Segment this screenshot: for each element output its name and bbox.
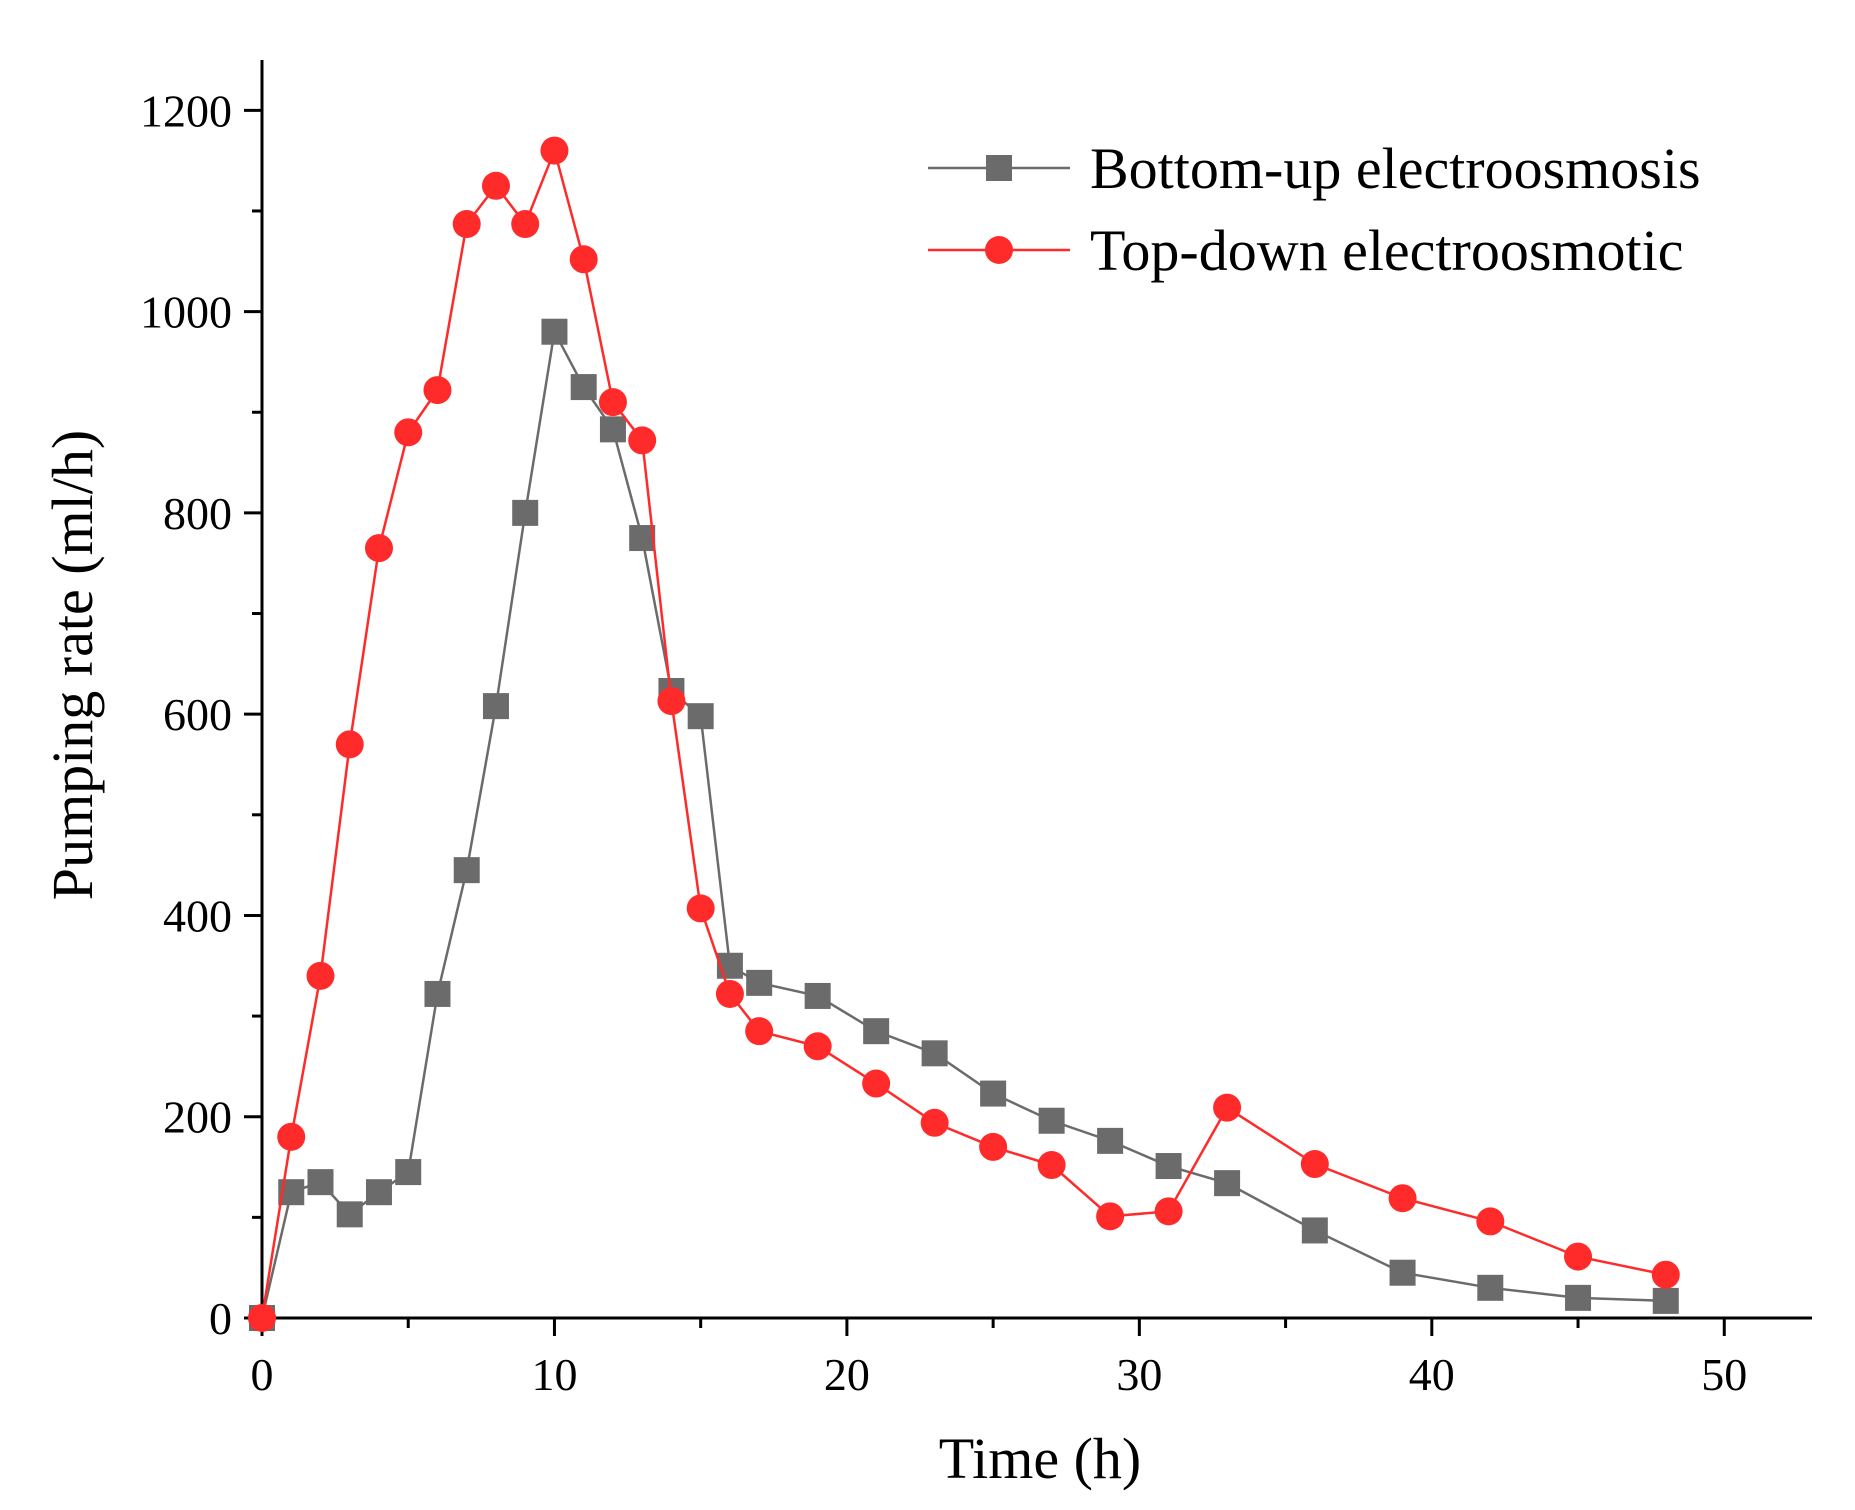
data-point-square	[424, 980, 451, 1007]
x-tick-label: 40	[1409, 1349, 1455, 1400]
data-point-circle	[1651, 1260, 1680, 1289]
data-point-circle	[248, 1304, 276, 1332]
data-point-square	[980, 1080, 1007, 1107]
data-point-circle	[745, 1017, 774, 1046]
data-point-square	[1652, 1287, 1679, 1314]
legend-item: Top-down electroosmotic	[928, 218, 1684, 283]
data-point-circle	[364, 534, 393, 563]
data-point-square	[1155, 1153, 1182, 1180]
data-point-square	[336, 1201, 363, 1228]
data-point-circle	[1564, 1242, 1593, 1271]
x-tick-label: 0	[251, 1349, 274, 1400]
data-point-circle	[423, 376, 452, 405]
data-point-circle	[1096, 1202, 1125, 1231]
y-tick-label: 1000	[140, 287, 232, 338]
x-tick-label: 20	[824, 1349, 870, 1400]
data-point-circle	[862, 1069, 891, 1098]
legend-marker-square	[986, 155, 1012, 181]
y-tick-label: 1200	[140, 85, 232, 136]
data-point-square	[570, 374, 597, 401]
data-point-circle	[979, 1132, 1008, 1161]
data-point-circle	[540, 136, 569, 165]
data-point-circle	[920, 1108, 949, 1137]
data-point-square	[453, 857, 480, 884]
data-point-square	[599, 416, 626, 443]
y-tick-label: 0	[209, 1293, 232, 1344]
data-point-circle	[1388, 1184, 1417, 1213]
data-point-square	[1038, 1107, 1065, 1134]
data-point-circle	[598, 388, 627, 417]
data-point-square	[1389, 1259, 1416, 1286]
data-point-circle	[1213, 1093, 1242, 1122]
data-point-square	[1097, 1127, 1124, 1154]
y-tick-label: 200	[163, 1092, 232, 1143]
data-point-circle	[1037, 1151, 1066, 1180]
data-point-square	[804, 982, 831, 1009]
data-point-circle	[511, 210, 540, 239]
data-point-square	[921, 1040, 948, 1067]
x-tick-label: 30	[1116, 1349, 1162, 1400]
data-point-square	[395, 1159, 422, 1186]
legend-marker-circle	[985, 236, 1013, 264]
series-line	[260, 146, 1667, 1319]
y-tick-label: 600	[163, 689, 232, 740]
data-point-circle	[1476, 1207, 1505, 1236]
legend: Bottom-up electroosmosis Top-down electro…	[928, 136, 1701, 283]
x-axis-title: Time (h)	[939, 1426, 1142, 1491]
data-point-square	[687, 703, 714, 730]
data-point-square	[629, 525, 656, 552]
data-point-circle	[277, 1122, 306, 1151]
data-point-circle	[394, 418, 423, 447]
data-point-square	[863, 1018, 890, 1045]
data-point-square	[365, 1179, 392, 1206]
x-tick-label: 50	[1701, 1349, 1747, 1400]
data-point-square	[541, 318, 568, 345]
data-point-circle	[335, 730, 364, 759]
series-line	[260, 327, 1666, 1319]
legend-label: Bottom-up electroosmosis	[1090, 136, 1701, 201]
legend-item: Bottom-up electroosmosis	[928, 136, 1701, 201]
data-point-square	[307, 1169, 334, 1196]
data-point-square	[1301, 1217, 1328, 1244]
data-point-circle	[628, 426, 657, 455]
series-layer	[248, 136, 1680, 1332]
data-point-circle	[569, 245, 598, 274]
data-point-circle	[306, 961, 335, 990]
y-tick-label: 800	[163, 488, 232, 539]
data-point-circle	[686, 894, 715, 923]
data-point-circle	[657, 687, 686, 716]
data-point-circle	[452, 210, 481, 239]
data-point-circle	[1300, 1150, 1329, 1179]
data-point-circle	[803, 1032, 832, 1061]
series-top-down	[248, 136, 1680, 1332]
y-axis-title: Pumping rate (ml/h)	[40, 430, 105, 900]
data-point-circle	[481, 171, 510, 200]
data-point-square	[1565, 1284, 1592, 1311]
data-point-square	[512, 499, 539, 526]
axes: 0 10 20 30 40 50 0 200 400 600 800 1000 1200	[140, 60, 1812, 1400]
data-point-circle	[715, 979, 744, 1008]
data-point-square	[746, 969, 773, 996]
data-point-square	[482, 693, 509, 720]
data-point-circle	[1154, 1197, 1183, 1226]
x-tick-label: 10	[531, 1349, 577, 1400]
data-point-square	[1214, 1170, 1241, 1197]
data-point-square	[1477, 1274, 1504, 1301]
series-bottom-up	[249, 318, 1679, 1331]
legend-label: Top-down electroosmotic	[1090, 218, 1684, 283]
y-tick-label: 400	[163, 890, 232, 941]
